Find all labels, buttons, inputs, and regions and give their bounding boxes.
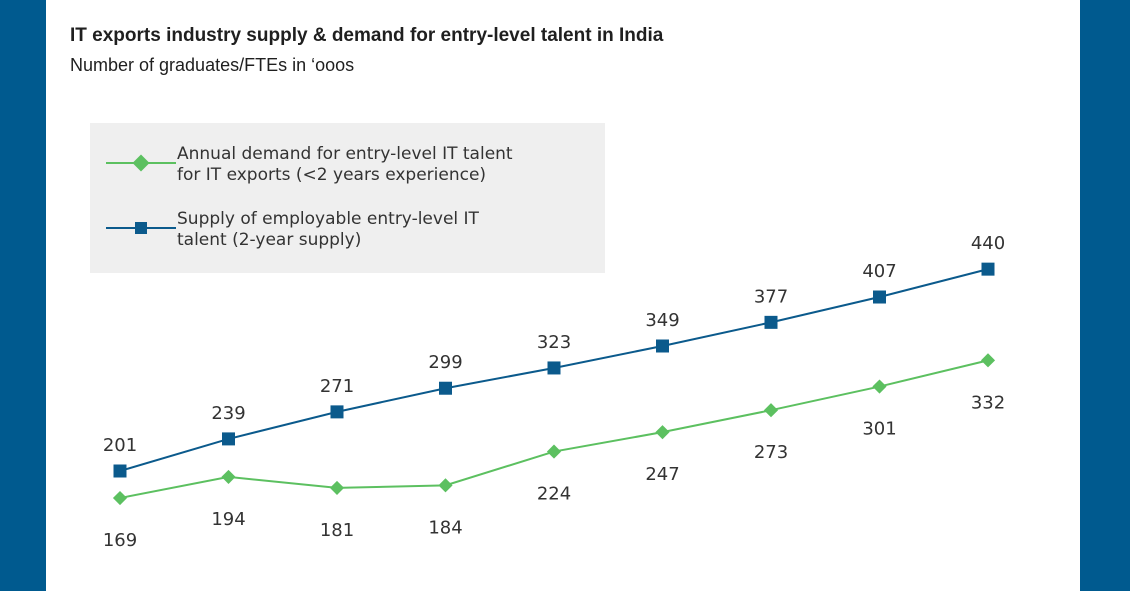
supply-data-point xyxy=(439,381,452,395)
supply-data-point xyxy=(981,262,995,276)
demand-data-point xyxy=(980,353,996,368)
legend-supply-marker xyxy=(135,222,147,234)
demand-data-label: 332 xyxy=(971,392,1005,413)
demand-data-point xyxy=(763,403,779,418)
legend-background xyxy=(90,123,605,273)
supply-data-label: 271 xyxy=(320,376,354,397)
demand-series-line xyxy=(119,359,989,500)
chart-subtitle: Number of graduates/FTEs in ‘ooos xyxy=(70,55,355,75)
demand-data-point xyxy=(112,490,128,506)
demand-data-label: 301 xyxy=(862,419,896,440)
chart-title: IT exports industry supply & demand for … xyxy=(70,25,664,46)
demand-data-point xyxy=(546,444,562,459)
demand-data-point xyxy=(221,469,236,484)
legend-supply-label-line-2: talent (2-year supply) xyxy=(177,230,361,250)
supply-data-label: 299 xyxy=(428,352,462,373)
legend-demand-label-line-2: for IT exports (<2 years experience) xyxy=(177,165,486,185)
plot-area: 169 194 181 184 224 247 273 301 332 201 239 271 299 3… xyxy=(103,233,1005,551)
demand-data-label: 194 xyxy=(211,509,245,530)
supply-data-point xyxy=(873,290,886,304)
supply-data-point xyxy=(330,405,344,419)
demand-data-point xyxy=(872,379,887,394)
supply-data-point xyxy=(764,315,778,329)
legend-item-supply: Supply of employable entry-level IT tale… xyxy=(106,209,480,250)
demand-data-point xyxy=(438,478,453,493)
supply-data-label: 239 xyxy=(211,403,245,424)
supply-data-label: 349 xyxy=(645,310,679,331)
supply-data-label: 323 xyxy=(537,332,571,353)
supply-data-point xyxy=(113,464,127,478)
demand-data-label: 169 xyxy=(103,530,137,551)
demand-data-label: 224 xyxy=(537,484,571,505)
supply-data-point xyxy=(656,339,669,353)
supply-data-label: 201 xyxy=(103,435,137,456)
legend-demand-label-line-1: Annual demand for entry-level IT talent xyxy=(177,144,513,164)
legend-supply-label-line-1: Supply of employable entry-level IT xyxy=(177,209,480,229)
supply-data-label: 440 xyxy=(971,233,1005,254)
legend-item-demand: Annual demand for entry-level IT talent … xyxy=(106,144,513,185)
demand-data-label: 184 xyxy=(428,517,462,538)
demand-data-point xyxy=(329,480,345,495)
chart-panel: IT exports industry supply & demand for … xyxy=(46,0,1080,591)
demand-data-label: 247 xyxy=(645,464,679,485)
demand-data-point xyxy=(655,425,670,440)
line-chart: Annual demand for entry-level IT talent … xyxy=(90,123,1005,551)
supply-data-label: 377 xyxy=(754,286,788,307)
demand-data-label: 181 xyxy=(320,520,354,541)
supply-data-point xyxy=(222,432,235,446)
supply-data-point xyxy=(547,361,561,375)
demand-data-label: 273 xyxy=(754,442,788,463)
legend: Annual demand for entry-level IT talent … xyxy=(90,123,605,273)
supply-data-label: 407 xyxy=(862,261,896,282)
